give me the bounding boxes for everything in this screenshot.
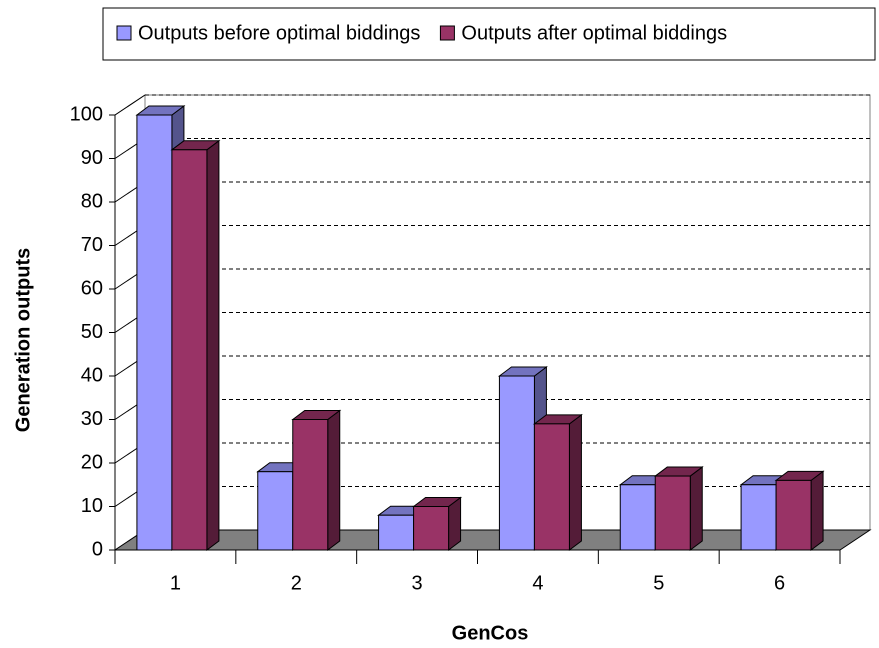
x-tick-label: 1: [170, 572, 181, 594]
x-tick-label: 6: [774, 572, 785, 594]
legend-swatch: [116, 25, 132, 41]
bar: [619, 484, 656, 551]
legend-label: Outputs after optimal biddings: [461, 22, 727, 44]
y-tick-label: 70: [81, 234, 103, 256]
bar-side: [810, 470, 824, 551]
bar: [498, 375, 535, 551]
y-axis-title: Generation outputs: [12, 248, 34, 432]
bar: [257, 471, 294, 551]
x-tick-label: 5: [653, 572, 664, 594]
bar: [378, 514, 415, 551]
x-tick-label: 4: [532, 572, 543, 594]
x-tick-label: 2: [291, 572, 302, 594]
bar-side: [206, 139, 220, 551]
bar: [533, 423, 570, 551]
y-tick-label: 100: [70, 103, 103, 125]
grid-line: [114, 94, 146, 116]
bar: [136, 114, 173, 551]
bar-side: [327, 409, 341, 551]
y-tick-label: 30: [81, 408, 103, 430]
bar-side: [689, 466, 703, 551]
bar: [654, 475, 691, 551]
bar: [171, 149, 208, 551]
y-tick-label: 80: [81, 190, 103, 212]
bar: [292, 419, 329, 551]
y-tick-label: 20: [81, 451, 103, 473]
y-tick-label: 0: [92, 538, 103, 560]
bar: [740, 484, 777, 551]
y-tick-label: 90: [81, 147, 103, 169]
bar-side: [568, 413, 582, 551]
y-tick-label: 60: [81, 277, 103, 299]
legend-label: Outputs before optimal biddings: [138, 22, 420, 44]
bar: [413, 506, 450, 551]
y-tick-label: 50: [81, 321, 103, 343]
bar: [775, 479, 812, 551]
x-tick-label: 3: [412, 572, 423, 594]
legend-swatch: [439, 25, 455, 41]
y-tick-label: 10: [81, 495, 103, 517]
legend-box: [102, 7, 876, 61]
x-axis-title: GenCos: [452, 622, 529, 644]
y-tick-label: 40: [81, 364, 103, 386]
